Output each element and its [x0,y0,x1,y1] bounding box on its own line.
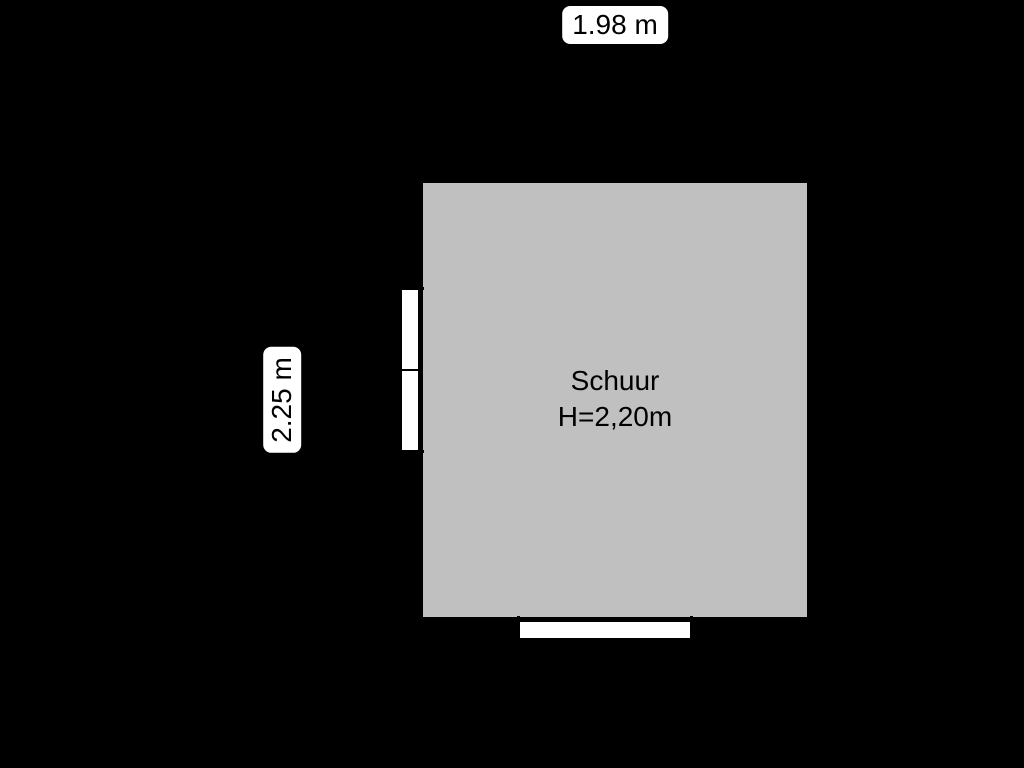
room-height: H=2,20m [423,399,807,435]
dimension-height-label: 2.25 m [263,347,301,453]
door-left-cap-top [396,287,424,290]
door-left-cap-bottom [396,450,424,453]
door-left-mid-line [400,369,420,371]
door-left [400,290,420,450]
door-bottom [520,620,690,640]
door-bottom-inner-line [520,620,690,622]
door-bottom-cap-left [517,616,520,644]
room-label: Schuur H=2,20m [423,363,807,436]
room-name: Schuur [423,363,807,399]
dimension-width-label: 1.98 m [562,6,668,44]
door-bottom-cap-right [690,616,693,644]
room-schuur: Schuur H=2,20m [420,180,810,620]
floorplan-canvas: Schuur H=2,20m 1.98 m 2.25 m [0,0,1024,768]
door-bottom-outer-line [520,638,690,640]
